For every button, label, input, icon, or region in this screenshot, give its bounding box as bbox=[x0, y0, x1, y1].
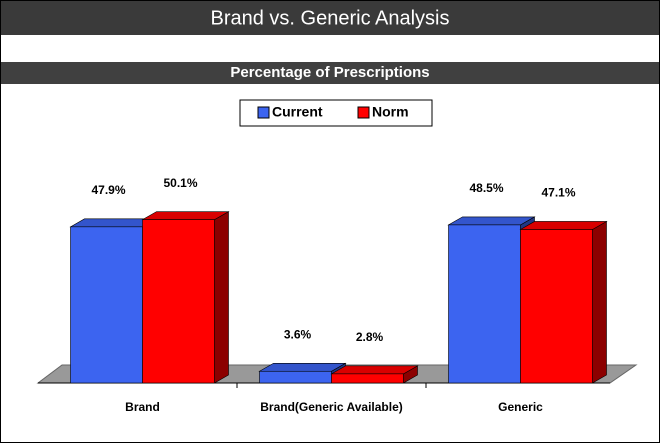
bar-top bbox=[447, 216, 536, 226]
bar bbox=[448, 224, 521, 384]
bar bbox=[259, 370, 332, 384]
x-tick-label: Brand(Generic Available) bbox=[260, 400, 403, 414]
chart-title: Percentage of Prescriptions bbox=[230, 64, 429, 81]
page-title: Brand vs. Generic Analysis bbox=[211, 7, 450, 29]
bar-side bbox=[592, 220, 607, 384]
x-tick-label: Generic bbox=[498, 400, 543, 414]
bar-top bbox=[519, 221, 608, 230]
title-bar bbox=[1, 1, 659, 35]
data-label: 2.8% bbox=[356, 330, 384, 344]
bar-side bbox=[214, 211, 229, 384]
data-label: 3.6% bbox=[284, 327, 312, 341]
data-label: 50.1% bbox=[163, 176, 197, 190]
legend-label: Current bbox=[272, 104, 323, 120]
data-label: 47.9% bbox=[91, 183, 125, 197]
data-label: 48.5% bbox=[469, 181, 503, 195]
legend bbox=[239, 99, 433, 127]
subtitle-bar bbox=[1, 62, 659, 84]
bar bbox=[70, 226, 143, 384]
legend-label: Norm bbox=[372, 104, 409, 120]
bar bbox=[331, 373, 404, 384]
legend-swatch bbox=[357, 106, 370, 119]
bar bbox=[142, 219, 215, 384]
bar-top bbox=[258, 362, 347, 372]
legend-swatch bbox=[257, 106, 270, 119]
data-label: 47.1% bbox=[541, 186, 575, 200]
bar-top bbox=[141, 211, 230, 220]
bar-top bbox=[330, 365, 419, 375]
x-tick-label: Brand bbox=[125, 400, 160, 414]
bar bbox=[520, 229, 593, 384]
